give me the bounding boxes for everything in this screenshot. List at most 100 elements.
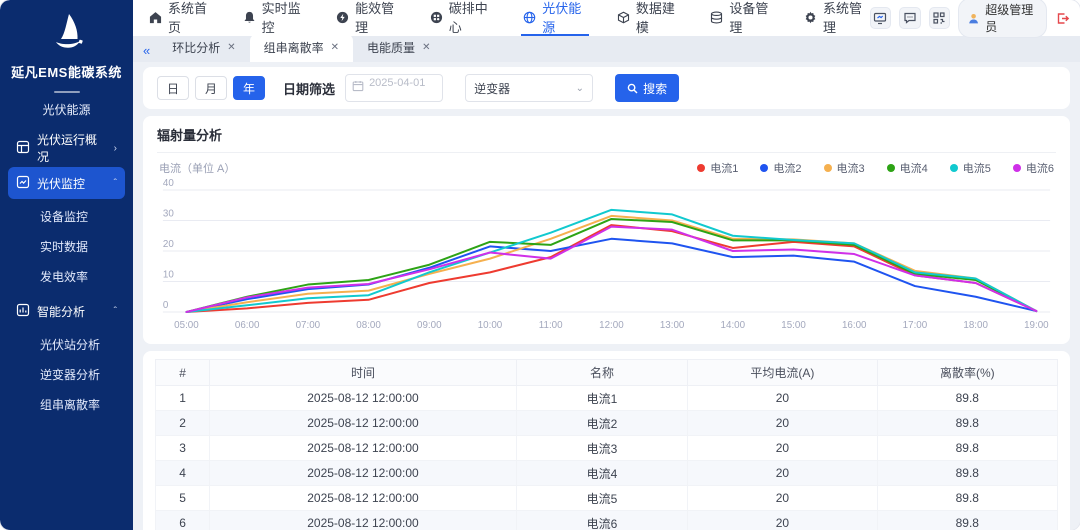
tab-label: 电能质量: [367, 39, 415, 56]
top-navbar: 系统首页 实时监控 能效管理 碳排中心 光伏能源 数据建模 设备管理 系统管理 …: [133, 0, 1080, 36]
table-cell: 20: [688, 411, 877, 436]
date-input[interactable]: 2025-04-01: [345, 74, 443, 102]
table-cell: 89.8: [877, 436, 1057, 461]
chart-panel: 辐射量分析 电流（单位 A） 电流1 电流2 电流3 电流4 电流5 电流6 0…: [143, 116, 1070, 344]
table-cell: 20: [688, 386, 877, 411]
menu-item[interactable]: 智能分析 ˆ: [8, 295, 125, 327]
tab[interactable]: 电能质量 ✕: [353, 34, 444, 62]
tab[interactable]: 环比分析 ✕: [158, 34, 249, 62]
message-icon[interactable]: [899, 7, 921, 29]
table-header-cell: #: [156, 360, 210, 386]
svg-text:15:00: 15:00: [781, 320, 806, 331]
svg-text:10: 10: [163, 269, 174, 280]
close-icon[interactable]: ✕: [422, 42, 430, 53]
logout-icon[interactable]: [1055, 11, 1070, 26]
nav-item-label: 设备管理: [729, 0, 774, 36]
menu-item[interactable]: 光伏运行概况 ›: [8, 132, 125, 164]
close-icon[interactable]: ✕: [227, 42, 235, 53]
svg-text:10:00: 10:00: [478, 320, 503, 331]
legend-item[interactable]: 电流1: [697, 160, 738, 176]
search-icon: [627, 83, 638, 94]
nav-item-label: 实时监控: [262, 0, 307, 36]
topbar-right: 超级管理员: [870, 0, 1070, 36]
y-axis-label: 电流（单位 A）: [159, 160, 235, 176]
date-value: 2025-04-01: [369, 78, 425, 89]
nav-item-label: 系统首页: [168, 0, 213, 36]
svg-text:0: 0: [163, 300, 169, 311]
menu-item-label: 光伏运行概况: [37, 131, 107, 165]
legend-item[interactable]: 电流4: [887, 160, 928, 176]
table-cell: 2025-08-12 12:00:00: [210, 411, 517, 436]
tab-label: 环比分析: [172, 39, 220, 56]
svg-text:16:00: 16:00: [842, 320, 867, 331]
legend-item[interactable]: 电流3: [824, 160, 865, 176]
filter-panel: 日月年 日期筛选 2025-04-01 逆变器 ⌄ 搜索: [143, 67, 1070, 109]
submenu-item[interactable]: 设备监控: [0, 202, 133, 232]
period-button[interactable]: 月: [195, 76, 227, 100]
table-row: 42025-08-12 12:00:00电流42089.8: [156, 461, 1058, 486]
legend-label: 电流2: [773, 160, 801, 176]
svg-text:07:00: 07:00: [296, 320, 321, 331]
sidebar-divider: [54, 91, 80, 93]
nav-item-label: 光伏能源: [542, 0, 587, 36]
nav-item[interactable]: 系统首页: [147, 0, 215, 36]
table-cell: 电流4: [516, 461, 687, 486]
energy-icon: [336, 11, 349, 24]
period-button[interactable]: 日: [157, 76, 189, 100]
submenu-item[interactable]: 组串离散率: [0, 390, 133, 420]
nav-item-label: 碳排中心: [449, 0, 494, 36]
legend-item[interactable]: 电流5: [950, 160, 991, 176]
sidebar-menu: 光伏运行概况 › 光伏监控 ˆ设备监控实时数据发电效率 智能分析 ˆ光伏站分析逆…: [0, 132, 133, 420]
svg-text:40: 40: [163, 178, 174, 189]
smart-analysis-icon: [16, 303, 30, 320]
menu-item[interactable]: 光伏监控 ˆ: [8, 167, 125, 199]
collapse-tabs-icon[interactable]: «: [143, 43, 150, 58]
screen-icon[interactable]: [870, 7, 892, 29]
period-button[interactable]: 年: [233, 76, 265, 100]
table-cell: 20: [688, 511, 877, 530]
nav-item[interactable]: 碳排中心: [428, 0, 496, 36]
svg-text:19:00: 19:00: [1024, 320, 1049, 331]
legend-item[interactable]: 电流6: [1013, 160, 1054, 176]
legend-item[interactable]: 电流2: [760, 160, 801, 176]
nav-item[interactable]: 能效管理: [334, 0, 402, 36]
search-button[interactable]: 搜索: [615, 74, 679, 102]
carbon-icon: [430, 11, 443, 24]
svg-text:08:00: 08:00: [356, 320, 381, 331]
submenu-item[interactable]: 逆变器分析: [0, 360, 133, 390]
table-header-row: #时间名称平均电流(A)离散率(%): [156, 360, 1058, 386]
nav-item[interactable]: 实时监控: [241, 0, 309, 36]
chevron-down-icon: ⌄: [576, 83, 584, 94]
submenu-item[interactable]: 光伏站分析: [0, 330, 133, 360]
menu-item-label: 智能分析: [37, 303, 107, 320]
table-cell: 2025-08-12 12:00:00: [210, 511, 517, 530]
legend-label: 电流5: [963, 160, 991, 176]
chart-legend: 电流1 电流2 电流3 电流4 电流5 电流6: [697, 160, 1054, 176]
nav-item[interactable]: 设备管理: [708, 0, 776, 36]
nav-item[interactable]: 系统管理: [802, 0, 870, 36]
svg-text:12:00: 12:00: [599, 320, 624, 331]
chart-area: 01020304005:0006:0007:0008:0009:0010:001…: [157, 176, 1056, 336]
user-menu[interactable]: 超级管理员: [958, 0, 1047, 38]
qr-code-icon[interactable]: [929, 7, 951, 29]
nav-item[interactable]: 光伏能源: [521, 0, 589, 36]
nav-item[interactable]: 数据建模: [615, 0, 683, 36]
table-cell: 89.8: [877, 511, 1057, 530]
table-cell: 4: [156, 461, 210, 486]
svg-text:09:00: 09:00: [417, 320, 442, 331]
close-icon[interactable]: ✕: [331, 42, 339, 53]
chevron-up-icon: ˆ: [114, 178, 117, 189]
chart-line-电流2: [186, 239, 1036, 312]
legend-label: 电流6: [1026, 160, 1054, 176]
table-header-cell: 名称: [516, 360, 687, 386]
submenu-item[interactable]: 实时数据: [0, 232, 133, 262]
date-filter-label: 日期筛选: [283, 79, 335, 98]
table-cell: 6: [156, 511, 210, 530]
tab[interactable]: 组串离散率 ✕: [250, 34, 353, 62]
table-cell: 2: [156, 411, 210, 436]
table-cell: 5: [156, 486, 210, 511]
device-select[interactable]: 逆变器 ⌄: [465, 74, 593, 102]
legend-label: 电流1: [710, 160, 738, 176]
table-header-cell: 时间: [210, 360, 517, 386]
submenu-item[interactable]: 发电效率: [0, 262, 133, 292]
